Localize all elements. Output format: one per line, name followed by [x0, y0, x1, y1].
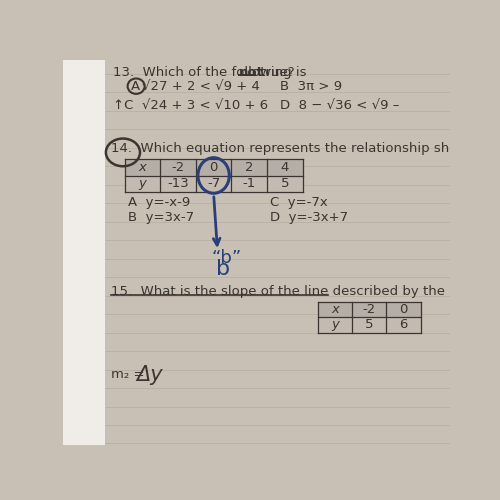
Text: b: b: [216, 258, 230, 278]
Text: y: y: [332, 318, 339, 332]
Text: ↑C  √24 + 3 < √10 + 6: ↑C √24 + 3 < √10 + 6: [113, 98, 268, 112]
Text: true?: true?: [256, 66, 295, 79]
Text: A: A: [130, 80, 140, 93]
Text: D  y=-3x+7: D y=-3x+7: [270, 211, 348, 224]
Text: m₂ =: m₂ =: [112, 368, 145, 381]
Text: 5: 5: [365, 318, 374, 332]
Text: -13: -13: [167, 178, 189, 190]
Text: x: x: [332, 303, 339, 316]
Text: 4: 4: [280, 160, 289, 173]
Text: C  y=-7x: C y=-7x: [270, 196, 328, 209]
Text: 6: 6: [400, 318, 407, 332]
Bar: [62, 60, 105, 445]
Text: 0: 0: [210, 160, 218, 173]
Text: 14.  Which equation represents the relationship sh: 14. Which equation represents the relati…: [112, 142, 450, 154]
Bar: [318, 302, 420, 317]
Text: √27 + 2 < √9 + 4: √27 + 2 < √9 + 4: [142, 80, 260, 93]
Text: -2: -2: [172, 160, 184, 173]
Text: “b”: “b”: [212, 250, 242, 268]
Text: 5: 5: [280, 178, 289, 190]
Text: Δy: Δy: [136, 365, 163, 385]
Text: A  y=-x-9: A y=-x-9: [128, 196, 190, 209]
Text: D  8 − √36 < √9 –: D 8 − √36 < √9 –: [280, 98, 399, 112]
Text: B  y=3x-7: B y=3x-7: [128, 211, 194, 224]
Text: 0: 0: [400, 303, 407, 316]
Bar: [124, 158, 303, 176]
Text: B  3π > 9: B 3π > 9: [280, 80, 342, 93]
Text: not: not: [239, 66, 264, 79]
Bar: [318, 317, 420, 332]
Text: 13.  Which of the following is: 13. Which of the following is: [113, 66, 310, 79]
FancyArrowPatch shape: [214, 197, 220, 245]
Text: x: x: [138, 160, 146, 173]
Text: y: y: [138, 178, 146, 190]
Text: 15.  What is the slope of the line described by the: 15. What is the slope of the line descri…: [112, 285, 446, 298]
Text: -2: -2: [363, 303, 376, 316]
Bar: [124, 176, 303, 192]
Text: -7: -7: [207, 178, 220, 190]
Text: 2: 2: [245, 160, 254, 173]
Text: -1: -1: [242, 178, 256, 190]
